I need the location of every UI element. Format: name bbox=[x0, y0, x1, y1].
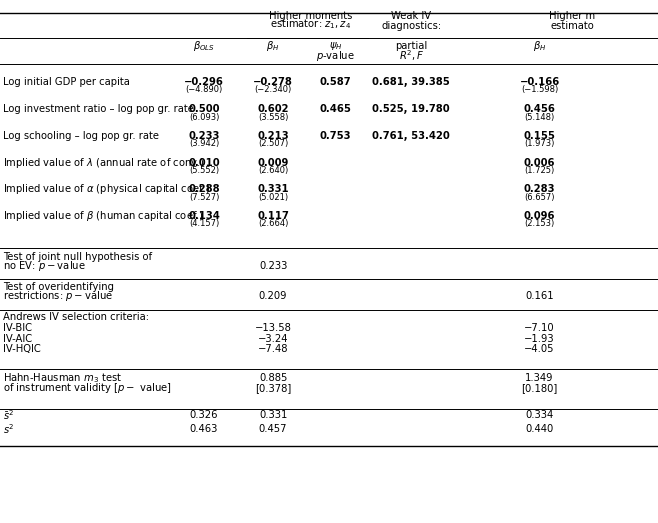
Text: $\bar{s}^2$: $\bar{s}^2$ bbox=[3, 408, 14, 422]
Text: 0.500: 0.500 bbox=[188, 104, 220, 115]
Text: 0.885: 0.885 bbox=[259, 372, 288, 383]
Text: [0.378]: [0.378] bbox=[255, 383, 291, 393]
Text: 0.761, 53.420: 0.761, 53.420 bbox=[372, 131, 450, 141]
Text: −0.296: −0.296 bbox=[184, 77, 224, 87]
Text: (3.558): (3.558) bbox=[258, 112, 288, 122]
Text: 0.009: 0.009 bbox=[257, 157, 289, 168]
Text: −13.58: −13.58 bbox=[255, 323, 291, 334]
Text: estimato: estimato bbox=[551, 21, 594, 31]
Text: (−2.340): (−2.340) bbox=[255, 85, 291, 95]
Text: (5.021): (5.021) bbox=[258, 192, 288, 202]
Text: Weak IV: Weak IV bbox=[392, 11, 431, 21]
Text: $\psi_H$: $\psi_H$ bbox=[329, 40, 342, 52]
Text: (−4.890): (−4.890) bbox=[186, 85, 222, 95]
Text: Hahn-Hausman $m_3$ test: Hahn-Hausman $m_3$ test bbox=[3, 371, 122, 384]
Text: 1.349: 1.349 bbox=[525, 372, 554, 383]
Text: 0.331: 0.331 bbox=[259, 410, 288, 420]
Text: (2.664): (2.664) bbox=[258, 219, 288, 229]
Text: (4.157): (4.157) bbox=[189, 219, 219, 229]
Text: (2.640): (2.640) bbox=[258, 166, 288, 175]
Text: 0.283: 0.283 bbox=[524, 184, 555, 195]
Text: 0.117: 0.117 bbox=[257, 211, 289, 221]
Text: $p$-value: $p$-value bbox=[316, 49, 355, 63]
Text: Log schooling – log pop gr. rate: Log schooling – log pop gr. rate bbox=[3, 131, 159, 141]
Text: [0.180]: [0.180] bbox=[521, 383, 558, 393]
Text: 0.602: 0.602 bbox=[257, 104, 289, 115]
Text: $s^2$: $s^2$ bbox=[3, 423, 14, 436]
Text: Andrews IV selection criteria:: Andrews IV selection criteria: bbox=[3, 312, 149, 323]
Text: 0.134: 0.134 bbox=[188, 211, 220, 221]
Text: 0.753: 0.753 bbox=[320, 131, 351, 141]
Text: 0.331: 0.331 bbox=[257, 184, 289, 195]
Text: (5.552): (5.552) bbox=[189, 166, 219, 175]
Text: 0.010: 0.010 bbox=[188, 157, 220, 168]
Text: Higher m: Higher m bbox=[549, 11, 595, 21]
Text: 0.155: 0.155 bbox=[524, 131, 555, 141]
Text: no EV: $p-$value: no EV: $p-$value bbox=[3, 259, 86, 273]
Text: Implied value of $\beta$ (human capital coef.): Implied value of $\beta$ (human capital … bbox=[3, 209, 205, 223]
Text: 0.233: 0.233 bbox=[259, 261, 288, 271]
Text: (2.153): (2.153) bbox=[524, 219, 555, 229]
Text: Higher moments: Higher moments bbox=[269, 11, 353, 21]
Text: Implied value of $\lambda$ (annual rate of conv.): Implied value of $\lambda$ (annual rate … bbox=[3, 156, 205, 169]
Text: (6.657): (6.657) bbox=[524, 192, 555, 202]
Text: 0.681, 39.385: 0.681, 39.385 bbox=[372, 77, 450, 87]
Text: (1.725): (1.725) bbox=[524, 166, 555, 175]
Text: IV-BIC: IV-BIC bbox=[3, 323, 32, 334]
Text: 0.213: 0.213 bbox=[257, 131, 289, 141]
Text: −7.10: −7.10 bbox=[524, 323, 555, 334]
Text: (5.148): (5.148) bbox=[524, 112, 555, 122]
Text: $R^2, F$: $R^2, F$ bbox=[399, 49, 424, 63]
Text: (−1.598): (−1.598) bbox=[521, 85, 558, 95]
Text: −1.93: −1.93 bbox=[524, 334, 555, 344]
Text: 0.440: 0.440 bbox=[526, 424, 553, 435]
Text: −4.05: −4.05 bbox=[524, 344, 555, 355]
Text: $\beta_H$: $\beta_H$ bbox=[266, 39, 280, 53]
Text: 0.456: 0.456 bbox=[524, 104, 555, 115]
Text: partial: partial bbox=[395, 41, 428, 51]
Text: restrictions: $p-$value: restrictions: $p-$value bbox=[3, 289, 113, 303]
Text: IV-HQIC: IV-HQIC bbox=[3, 344, 41, 355]
Text: −3.24: −3.24 bbox=[258, 334, 288, 344]
Text: (2.507): (2.507) bbox=[258, 139, 288, 149]
Text: 0.326: 0.326 bbox=[190, 410, 218, 420]
Text: diagnostics:: diagnostics: bbox=[381, 21, 442, 31]
Text: −0.278: −0.278 bbox=[253, 77, 293, 87]
Text: −0.166: −0.166 bbox=[519, 77, 560, 87]
Text: 0.233: 0.233 bbox=[188, 131, 220, 141]
Text: 0.334: 0.334 bbox=[526, 410, 553, 420]
Text: of instrument validity $[p - $ value$]$: of instrument validity $[p - $ value$]$ bbox=[3, 381, 172, 395]
Text: (3.942): (3.942) bbox=[189, 139, 219, 149]
Text: IV-AIC: IV-AIC bbox=[3, 334, 32, 344]
Text: (7.527): (7.527) bbox=[189, 192, 219, 202]
Text: estimator: $z_1, z_4$: estimator: $z_1, z_4$ bbox=[270, 18, 351, 31]
Text: Test of joint null hypothesis of: Test of joint null hypothesis of bbox=[3, 252, 153, 262]
Text: Implied value of $\alpha$ (physical capital coef.): Implied value of $\alpha$ (physical capi… bbox=[3, 183, 211, 196]
Text: 0.006: 0.006 bbox=[524, 157, 555, 168]
Text: −7.48: −7.48 bbox=[258, 344, 288, 355]
Text: 0.288: 0.288 bbox=[188, 184, 220, 195]
Text: 0.587: 0.587 bbox=[320, 77, 351, 87]
Text: 0.525, 19.780: 0.525, 19.780 bbox=[372, 104, 450, 115]
Text: Test of overidentifying: Test of overidentifying bbox=[3, 281, 114, 292]
Text: (6.093): (6.093) bbox=[189, 112, 219, 122]
Text: (1.973): (1.973) bbox=[524, 139, 555, 149]
Text: 0.463: 0.463 bbox=[190, 424, 218, 435]
Text: 0.161: 0.161 bbox=[525, 291, 554, 301]
Text: 0.465: 0.465 bbox=[320, 104, 351, 115]
Text: 0.096: 0.096 bbox=[524, 211, 555, 221]
Text: 0.457: 0.457 bbox=[259, 424, 288, 435]
Text: Log investment ratio – log pop gr. rate: Log investment ratio – log pop gr. rate bbox=[3, 104, 194, 115]
Text: $\beta_H$: $\beta_H$ bbox=[533, 39, 546, 53]
Text: Log initial GDP per capita: Log initial GDP per capita bbox=[3, 77, 130, 87]
Text: $\beta_{OLS}$: $\beta_{OLS}$ bbox=[193, 39, 215, 53]
Text: 0.209: 0.209 bbox=[259, 291, 288, 301]
